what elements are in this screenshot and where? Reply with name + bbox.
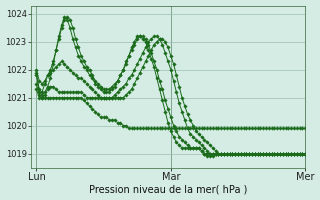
X-axis label: Pression niveau de la mer( hPa ): Pression niveau de la mer( hPa ) — [89, 184, 247, 194]
